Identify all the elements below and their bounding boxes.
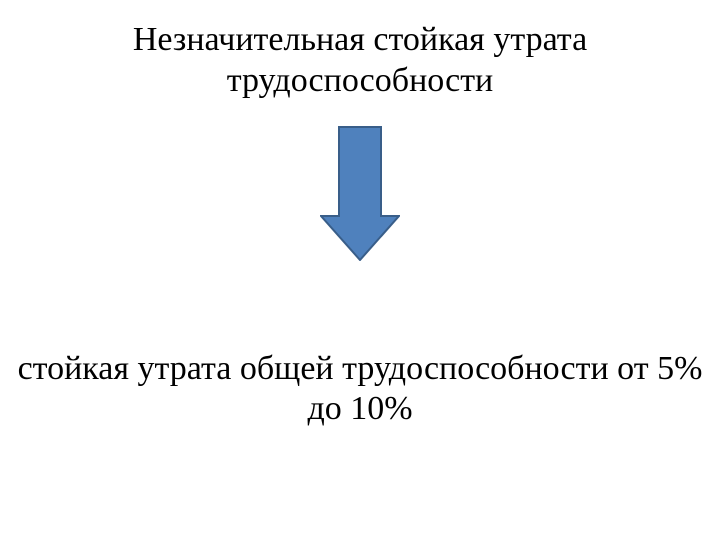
slide-title: Незначительная стойкая утрата трудоспосо… (0, 20, 720, 102)
arrow-container (320, 126, 400, 261)
down-arrow-icon (320, 126, 400, 261)
slide-container: Незначительная стойкая утрата трудоспосо… (0, 0, 720, 540)
slide-body: стойкая утрата общей трудоспособности от… (0, 349, 720, 431)
